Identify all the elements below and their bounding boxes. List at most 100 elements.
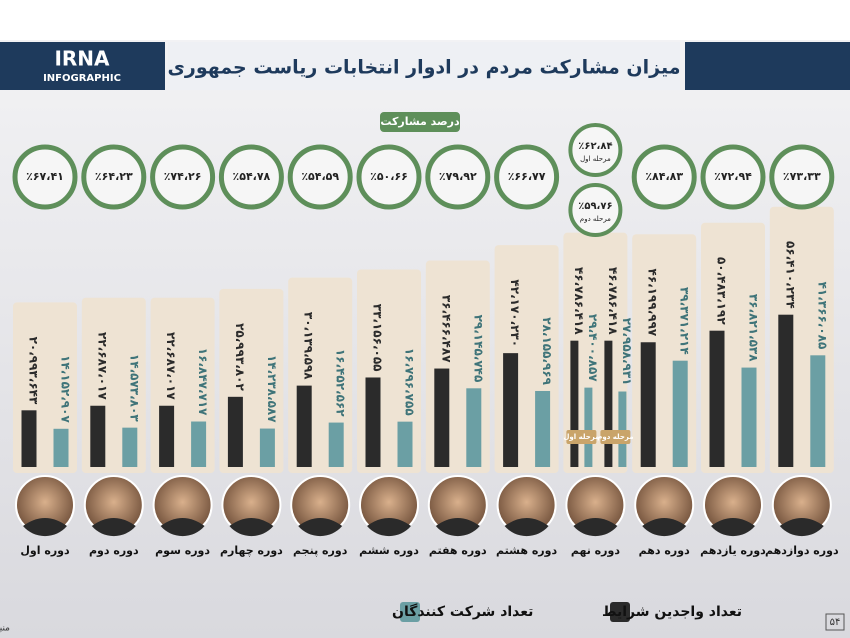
bar (328, 422, 344, 467)
legend-swatch (400, 602, 420, 622)
portrait-shoulders (91, 518, 136, 537)
value-label: ۴۶،۷۸۶،۴۱۸ (572, 267, 586, 335)
subtitle: درصد مشارکت (380, 115, 460, 128)
bar (21, 410, 37, 467)
legend-swatch (610, 602, 630, 622)
participation-label: ٪۵۴،۷۸ (233, 170, 271, 183)
participation-label: ٪۷۳،۳۳ (783, 170, 821, 183)
bar (191, 421, 207, 467)
portrait-shoulders (504, 518, 549, 537)
bar (503, 353, 519, 467)
value-label: ۵۶،۴۱۰،۲۳۴ (783, 241, 797, 309)
portrait-shoulders (573, 518, 618, 537)
bar (296, 385, 312, 467)
participation-ring (568, 123, 623, 177)
top-band (0, 0, 850, 40)
category-label: دوره دوم (89, 544, 139, 557)
portrait-shoulders (435, 518, 480, 537)
legend-label: تعداد واجدین شرایط (602, 604, 742, 620)
bar (618, 391, 627, 467)
round-tag (566, 430, 597, 444)
bar (122, 427, 138, 467)
value-label: ۲۹،۴۰۰،۸۵۷ (586, 314, 600, 382)
value-label: ۳۶،۴۶۶،۴۸۷ (439, 295, 453, 363)
logo-sub: INFOGRAPHIC (43, 73, 121, 84)
value-label: ۱۶،۸۴۷،۷۱۷ (196, 348, 210, 416)
value-label: ۴۱،۳۶۶،۰۸۵ (815, 282, 829, 350)
category-label: دوره هشتم (496, 544, 557, 557)
category-label: دوره اول (20, 544, 70, 557)
value-label: ۱۴،۱۵۲،۹۰۷ (59, 355, 73, 423)
value-label: ۳۳،۱۵۶،۰۵۵ (371, 304, 385, 372)
value-label: ۲۲،۶۸۷،۰۱۷ (164, 332, 178, 400)
participation-ring (494, 144, 560, 210)
category-label: دوره دهم (639, 544, 690, 557)
category-label: دوره هفتم (429, 544, 487, 557)
participation-ring (81, 144, 147, 210)
value-label: ۲۲،۶۸۷،۰۱۷ (95, 332, 109, 400)
value-label: ۳۹،۳۷۱،۲۱۴ (678, 287, 692, 355)
portrait-shoulders (367, 518, 411, 537)
participation-label: ٪۶۲،۸۴ (578, 141, 612, 152)
participation-label: ٪۵۴،۵۹ (301, 170, 339, 183)
participation-label: ٪۷۲،۹۴ (714, 170, 752, 183)
category-label: دوره دوازدهم (765, 544, 839, 557)
participation-ring (356, 144, 422, 210)
participation-label: ٪۸۴،۸۳ (645, 170, 683, 183)
participation-ring (12, 144, 78, 210)
participation-label: ٪۶۴،۲۳ (95, 170, 133, 183)
category-label: دوره ششم (359, 544, 419, 557)
value-label: ۳۶،۸۲۱،۵۳۸ (747, 294, 761, 362)
value-label: ۲۵،۹۹۳،۸۰۲ (233, 323, 247, 391)
participation-label: ٪۶۶،۷۷ (508, 170, 546, 183)
value-label: ۲۷،۹۵۸،۹۳۱ (620, 318, 634, 386)
participation-label: ٪۵۹،۷۶ (578, 201, 612, 212)
participation-ring (150, 144, 216, 210)
logo-box (0, 42, 165, 90)
bar (570, 340, 579, 467)
bar (466, 388, 482, 467)
participation-label: ٪۵۰،۶۶ (370, 170, 408, 183)
participation-label: ٪۷۴،۲۶ (164, 170, 202, 183)
page-box (825, 613, 845, 631)
value-label: ۲۰،۹۹۳،۶۴۳ (27, 337, 41, 405)
participation-ring (769, 144, 835, 210)
value-label: ۳۰،۱۳۹،۵۹۸ (302, 312, 316, 380)
subtitle-box (380, 112, 460, 132)
source: منبع: وزارت کشور (0, 624, 10, 634)
category-label: دوره پنجم (293, 544, 348, 557)
participation-round: مرحله اول (580, 155, 611, 163)
value-label: ۴۲،۱۷۰،۲۳۰ (508, 279, 522, 347)
round-label: مرحله اول (563, 433, 599, 441)
participation-ring (425, 144, 491, 210)
header-box (685, 42, 850, 90)
bar (53, 428, 69, 467)
bar (535, 390, 551, 467)
bar (810, 355, 826, 467)
bar (640, 342, 656, 467)
bar (709, 330, 725, 467)
bar (397, 421, 413, 467)
value-label: ۱۴،۲۳۸،۵۸۷ (265, 355, 279, 423)
portrait-shoulders (23, 518, 67, 537)
title-band (168, 42, 680, 90)
bar (259, 428, 275, 467)
bar (672, 360, 688, 467)
participation-ring (287, 144, 353, 210)
page-number: ۵۴ (830, 617, 841, 628)
legend-label: تعداد شرکت کنندگان (392, 603, 533, 620)
participation-round: مرحله دوم (580, 215, 611, 223)
bar (434, 368, 450, 467)
portrait-shoulders (642, 518, 687, 537)
value-label: ۲۹،۱۴۵،۷۴۵ (471, 315, 485, 383)
bar (365, 377, 381, 467)
participation-label: ٪۷۹،۹۲ (439, 170, 477, 183)
logo: IRNA (54, 47, 110, 71)
value-label: ۱۴،۵۷۳،۸۰۳ (127, 354, 141, 422)
portrait-shoulders (711, 518, 755, 537)
portrait-shoulders (298, 518, 343, 537)
participation-ring (631, 144, 697, 210)
participation-label: ٪۶۷،۴۱ (26, 170, 64, 183)
round-label: مرحله دوم (597, 433, 633, 441)
category-label: دوره یازدهم (700, 544, 766, 557)
